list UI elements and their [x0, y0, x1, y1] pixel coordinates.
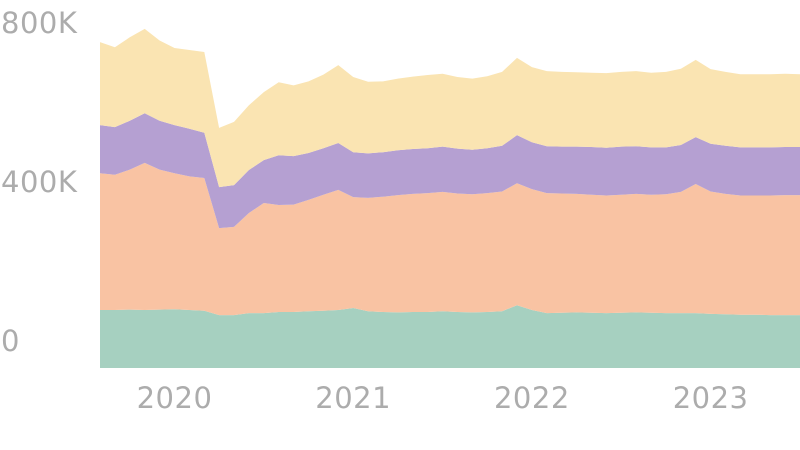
y-axis-labels: 800K 400K 0 [1, 6, 78, 358]
area-series-group [100, 28, 800, 368]
x-axis-labels: 2020 2021 2022 2023 [137, 381, 749, 415]
y-tick-400K: 400K [1, 165, 78, 199]
area-salmon-band [100, 162, 800, 316]
x-tick-2020: 2020 [137, 381, 213, 415]
area-purple-band [100, 113, 800, 229]
area-teal-bottom-band [100, 305, 800, 368]
x-tick-2023: 2023 [673, 381, 749, 415]
y-tick-800K: 800K [1, 6, 78, 40]
x-tick-2021: 2021 [315, 381, 391, 415]
x-tick-2022: 2022 [494, 381, 570, 415]
area-cream-top-band [100, 28, 800, 188]
y-tick-0: 0 [1, 324, 20, 358]
